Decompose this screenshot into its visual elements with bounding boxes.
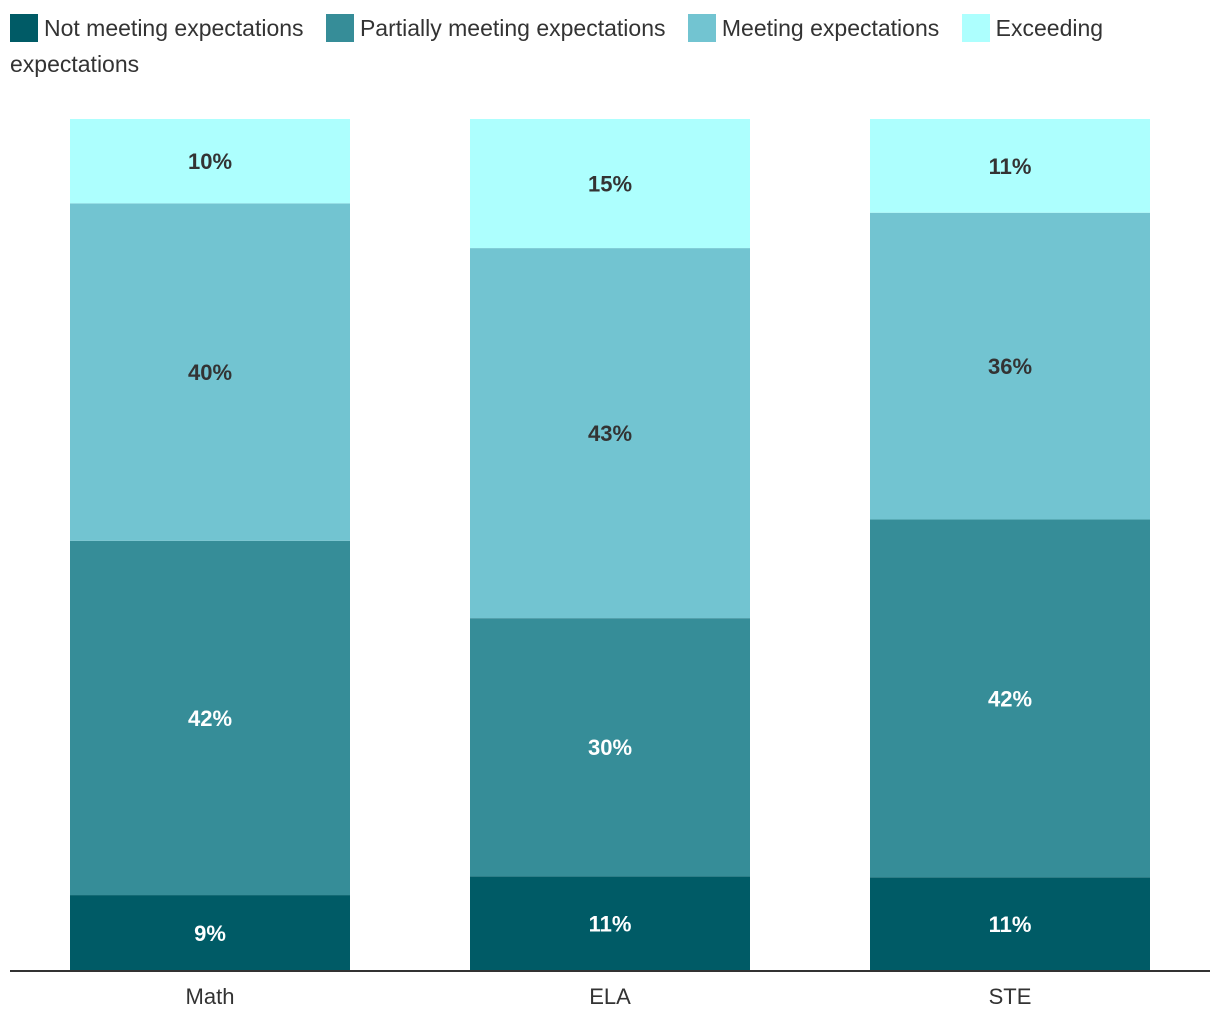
data-label-math-0: 9% bbox=[194, 921, 226, 946]
bar-segment-ste-2 bbox=[870, 212, 1150, 520]
bar-segment-ela-0 bbox=[470, 876, 750, 971]
legend-swatch-0 bbox=[10, 14, 38, 42]
x-tick-label-math: Math bbox=[186, 984, 235, 1009]
legend-item-0: Not meeting expectations bbox=[10, 14, 304, 42]
bar-segment-math-2 bbox=[70, 203, 350, 541]
legend-label-1: Partially meeting expectations bbox=[359, 15, 666, 41]
data-label-math-1: 42% bbox=[188, 706, 232, 731]
legend-label-2: Meeting expectations bbox=[721, 15, 940, 41]
bars-group: 9% 42% 40% 10% 11% 30% 43% 15% 11% 42% 36% 11% bbox=[70, 119, 1150, 971]
bar-segment-math-0 bbox=[70, 895, 350, 971]
bar-segment-ela-1 bbox=[470, 618, 750, 877]
data-label-ela-2: 43% bbox=[588, 421, 632, 446]
bar-segment-ela-3 bbox=[470, 119, 750, 249]
data-label-ste-2: 36% bbox=[988, 354, 1032, 379]
legend-label-3: Exceeding expectations bbox=[10, 15, 1104, 77]
legend-item-2: Meeting expectations bbox=[687, 14, 940, 42]
legend-item-3: Exceeding expectations bbox=[10, 14, 1104, 77]
x-tick-labels: Math ELA STE bbox=[186, 984, 1032, 1009]
legend-item-1: Partially meeting expectations bbox=[325, 14, 666, 42]
data-label-ste-0: 11% bbox=[989, 912, 1032, 937]
data-label-ela-1: 30% bbox=[588, 735, 632, 760]
legend-label-0: Not meeting expectations bbox=[44, 15, 304, 41]
bar-segment-math-3 bbox=[70, 119, 350, 204]
bar-segment-ste-0 bbox=[870, 877, 1150, 971]
legend-swatch-2 bbox=[687, 14, 716, 42]
data-label-ela-0: 11% bbox=[589, 912, 632, 937]
data-label-math-3: 10% bbox=[188, 149, 232, 174]
data-label-ste-3: 11% bbox=[989, 154, 1032, 179]
legend: Not meeting expectations Partially meeti… bbox=[10, 10, 1170, 82]
legend-swatch-3 bbox=[961, 14, 990, 42]
bar-segment-ela-2 bbox=[470, 248, 750, 619]
bar-segment-ste-1 bbox=[870, 519, 1150, 878]
bar-segment-math-1 bbox=[70, 540, 350, 896]
legend-swatch-1 bbox=[325, 14, 354, 42]
data-label-math-2: 40% bbox=[188, 360, 232, 385]
bar-segment-ste-3 bbox=[870, 119, 1150, 213]
data-label-ste-1: 42% bbox=[988, 686, 1032, 711]
x-tick-label-ste: STE bbox=[989, 984, 1032, 1009]
data-label-ela-3: 15% bbox=[588, 172, 632, 197]
x-tick-label-ela: ELA bbox=[589, 984, 631, 1009]
